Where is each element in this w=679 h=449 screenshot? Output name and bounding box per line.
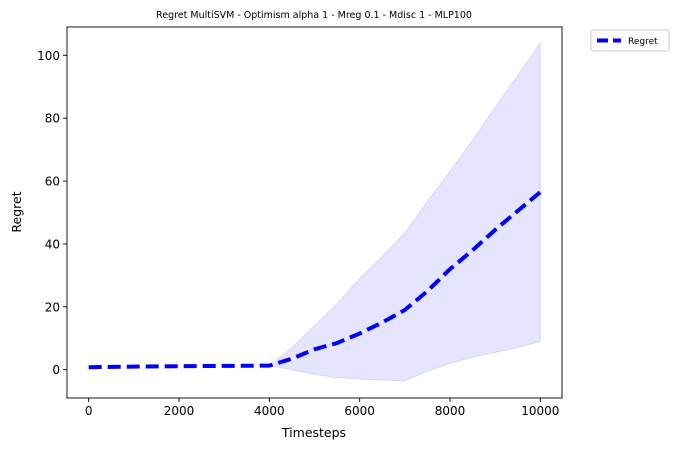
x-tick-label: 4000 [254,404,285,418]
plot-frame [66,26,563,399]
y-axis-label: Regret [9,191,24,232]
x-tick-label: 2000 [164,404,195,418]
y-tick-label: 60 [45,175,60,189]
x-axis-label: Timesteps [281,425,346,440]
chart-title: Regret MultiSVM - Optimism alpha 1 - Mre… [156,10,472,21]
y-tick-label: 80 [45,112,60,126]
x-tick-label: 6000 [344,404,375,418]
legend-regret-label: Regret [628,37,658,47]
y-tick-label: 20 [45,300,60,314]
x-tick-label: 8000 [435,404,466,418]
legend: Regret [590,29,670,52]
x-tick-label: 0 [85,404,93,418]
y-tick-label: 0 [52,363,60,377]
confidence-band [268,41,541,382]
y-tick-label: 40 [45,237,60,251]
y-tick-label: 100 [37,49,60,63]
plot-area [88,41,542,382]
axis-ticks: 0 2000 4000 6000 8000 10000 0 20 40 60 80 100 [37,49,559,418]
series-line-regret [88,190,542,370]
x-tick-label: 10000 [521,404,559,418]
legend-frame [590,29,670,52]
